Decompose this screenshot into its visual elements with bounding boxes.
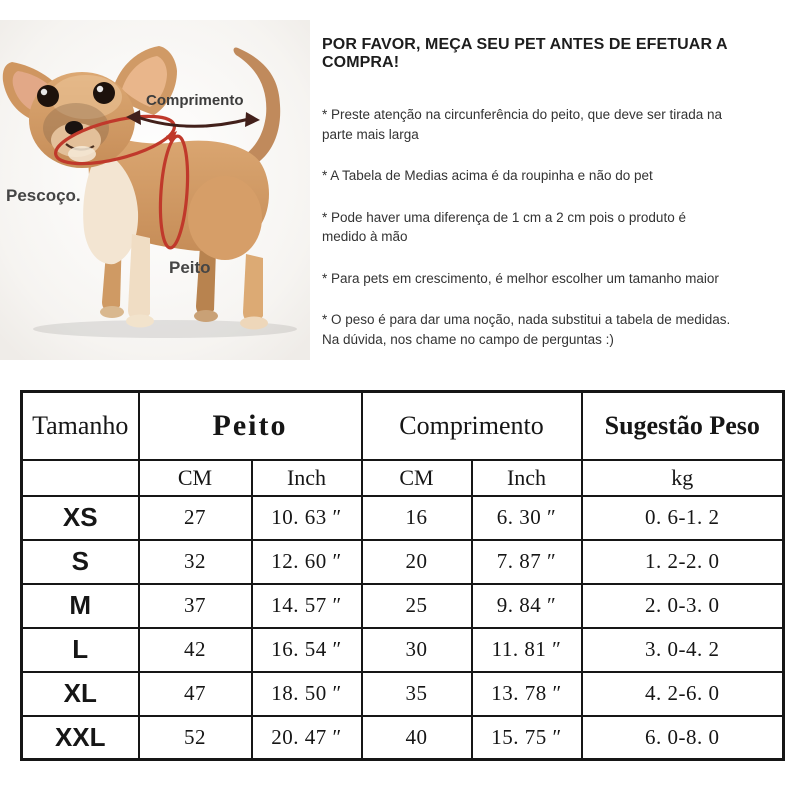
- cell-comprimento-cm: 40: [360, 714, 473, 761]
- dog-paw: [194, 310, 218, 322]
- dog-illustration: [0, 20, 310, 360]
- cell-comprimento-cm: 30: [360, 626, 473, 673]
- table-row-l: L 42 16. 54 ″ 30 11. 81 ″ 3. 0-4. 2: [20, 626, 785, 673]
- cell-comprimento-inch: 6. 30 ″: [470, 494, 583, 541]
- cell-peso-kg: 3. 0-4. 2: [580, 626, 785, 673]
- cell-peito-cm: 52: [137, 714, 253, 761]
- cell-peito-cm: 47: [137, 670, 253, 717]
- instruction-bullet: * Para pets em crescimento, é melhor esc…: [322, 270, 719, 286]
- cell-peito-cm: 42: [137, 626, 253, 673]
- cell-comprimento-cm: 20: [360, 538, 473, 585]
- cell-size: S: [20, 538, 140, 585]
- table-row-xs: XS 27 10. 63 ″ 16 6. 30 ″ 0. 6-1. 2: [20, 494, 785, 541]
- cell-peito-cm: 37: [137, 582, 253, 629]
- eye-highlight: [96, 85, 104, 93]
- cell-comprimento-inch: 15. 75 ″: [470, 714, 583, 761]
- cell-peito-inch: 16. 54 ″: [250, 626, 363, 673]
- header-comprimento: Comprimento: [360, 390, 583, 461]
- cell-peito-inch: 10. 63 ″: [250, 494, 363, 541]
- header-peito-inch: Inch: [250, 458, 363, 497]
- cell-comprimento-inch: 13. 78 ″: [470, 670, 583, 717]
- instruction-bullet: * Pode haver uma diferença de 1 cm a 2 c…: [322, 209, 686, 245]
- chest-loop-arrowhead: [166, 131, 177, 144]
- cell-size: L: [20, 626, 140, 673]
- cell-comprimento-inch: 9. 84 ″: [470, 582, 583, 629]
- header-tamanho: Tamanho: [20, 390, 140, 461]
- table-row-m: M 37 14. 57 ″ 25 9. 84 ″ 2. 0-3. 0: [20, 582, 785, 629]
- table-row-xl: XL 47 18. 50 ″ 35 13. 78 ″ 4. 2-6. 0: [20, 670, 785, 717]
- instruction-bullet: * O peso é para dar uma noção, nada subs…: [322, 312, 731, 347]
- cell-peso-kg: 1. 2-2. 0: [580, 538, 785, 585]
- dog-paw: [240, 316, 268, 330]
- dog-front-near-leg: [128, 234, 150, 322]
- dog-back-near-leg: [243, 254, 263, 324]
- cell-peito-cm: 27: [137, 494, 253, 541]
- peito-label: Peito: [169, 258, 211, 277]
- cell-peito-inch: 18. 50 ″: [250, 670, 363, 717]
- instructions-title: POR FAVOR, MEÇA SEU PET ANTES DE EFETUAR…: [322, 36, 728, 71]
- dog-eye: [37, 85, 59, 107]
- header-peito-cm: CM: [137, 458, 253, 497]
- dog-thigh: [188, 176, 262, 260]
- cell-peito-inch: 12. 60 ″: [250, 538, 363, 585]
- dog-chest-patch: [83, 148, 139, 265]
- pescoco-label: Pescoço.: [6, 186, 81, 205]
- measuring-instructions: POR FAVOR, MEÇA SEU PET ANTES DE EFETUAR…: [320, 36, 798, 372]
- ground-shadow: [33, 320, 297, 338]
- cell-size: XXL: [20, 714, 140, 761]
- chest-measure-loop: [158, 134, 190, 250]
- header-peito: Peito: [137, 390, 363, 461]
- cell-peito-cm: 32: [137, 538, 253, 585]
- cell-peito-inch: 20. 47 ″: [250, 714, 363, 761]
- instruction-bullet: * Preste atenção na circunferência do pe…: [322, 107, 723, 142]
- cell-comprimento-cm: 25: [360, 582, 473, 629]
- cell-comprimento-inch: 7. 87 ″: [470, 538, 583, 585]
- table-unit-header-row: CM Inch CM Inch kg: [20, 458, 785, 497]
- instruction-bullet: * A Tabela de Medias acima é da roupinha…: [322, 168, 653, 184]
- dog-back-far-leg: [196, 246, 216, 317]
- cell-comprimento-cm: 35: [360, 670, 473, 717]
- table-row-s: S 32 12. 60 ″ 20 7. 87 ″ 1. 2-2. 0: [20, 538, 785, 585]
- cell-comprimento-inch: 11. 81 ″: [470, 626, 583, 673]
- cell-peso-kg: 4. 2-6. 0: [580, 670, 785, 717]
- cell-size: XS: [20, 494, 140, 541]
- header-empty-cell: [20, 458, 140, 497]
- length-measure-arrow: [126, 110, 260, 128]
- header-kg: kg: [580, 458, 785, 497]
- table-row-xxl: XXL 52 20. 47 ″ 40 15. 75 ″ 6. 0-8. 0: [20, 714, 785, 761]
- dog-measurement-diagram: Comprimento Pescoço. Peito: [0, 20, 310, 360]
- dog-paw: [100, 306, 124, 318]
- cell-peso-kg: 6. 0-8. 0: [580, 714, 785, 761]
- table-group-header-row: Tamanho Peito Comprimento Sugestão Peso: [20, 390, 785, 461]
- dog-chin: [68, 146, 96, 162]
- cell-comprimento-cm: 16: [360, 494, 473, 541]
- dog-tail: [230, 47, 281, 170]
- cell-size: XL: [20, 670, 140, 717]
- dog-right-ear-inner: [122, 56, 167, 107]
- size-table: Tamanho Peito Comprimento Sugestão Peso …: [20, 390, 785, 761]
- header-comprimento-cm: CM: [360, 458, 473, 497]
- comprimento-label: Comprimento: [146, 92, 244, 109]
- dog-paw: [126, 314, 154, 328]
- cell-peso-kg: 0. 6-1. 2: [580, 494, 785, 541]
- dog-eye: [93, 82, 115, 104]
- header-sugestao-peso: Sugestão Peso: [580, 390, 785, 461]
- cell-size: M: [20, 582, 140, 629]
- header-comprimento-inch: Inch: [470, 458, 583, 497]
- eye-highlight: [40, 88, 48, 96]
- cell-peso-kg: 2. 0-3. 0: [580, 582, 785, 629]
- cell-peito-inch: 14. 57 ″: [250, 582, 363, 629]
